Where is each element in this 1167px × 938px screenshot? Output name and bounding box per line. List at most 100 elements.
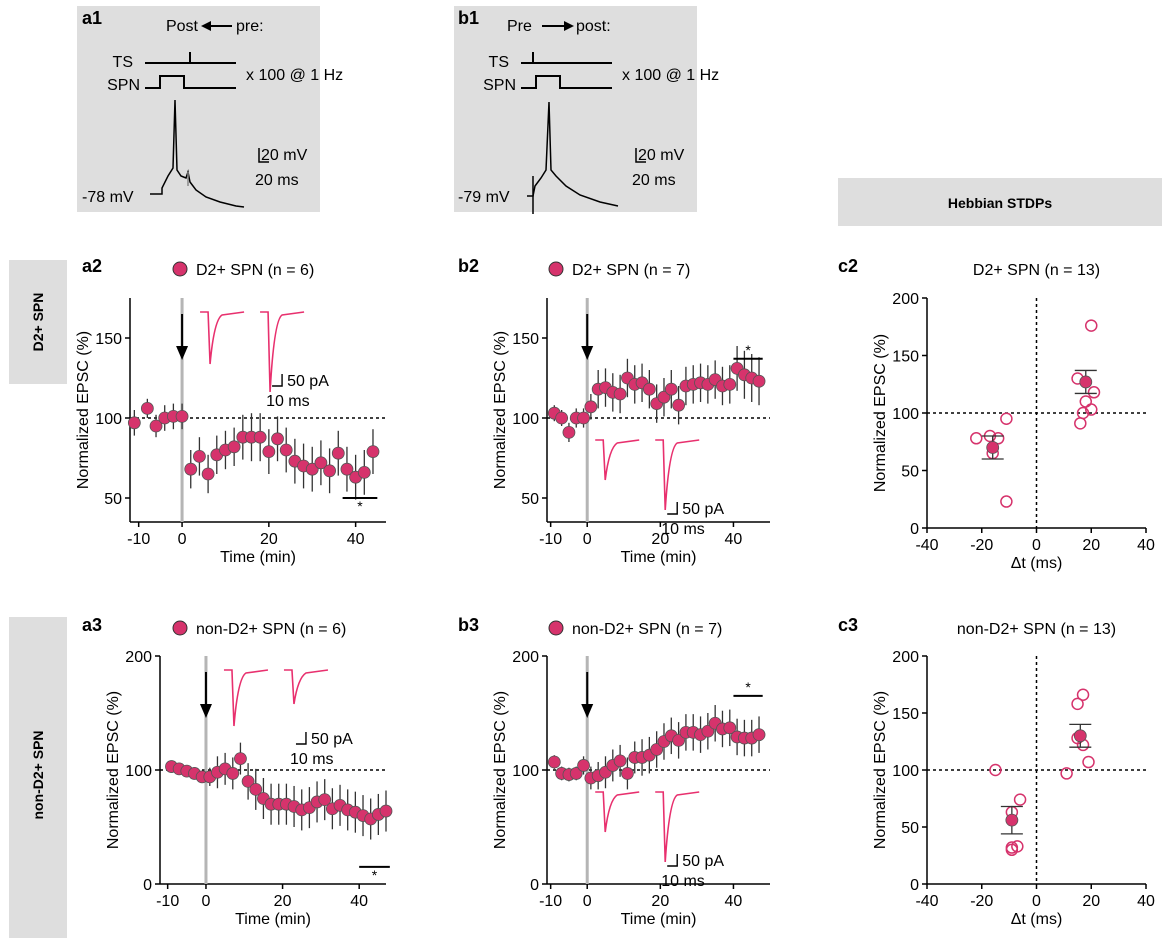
data-point [127, 416, 141, 430]
data-point [201, 467, 215, 481]
data-point [184, 462, 198, 476]
chart-title: D2+ SPN (n = 13) [973, 262, 1100, 279]
voltage-trace [527, 101, 619, 207]
x-tick-label: -40 [915, 537, 938, 554]
y-tick-label: 100 [512, 411, 539, 428]
protocol-a1: a1 Post pre: TS SPN x 100 @ 1 Hz 20 mV 2… [82, 8, 343, 208]
x-tick-label: 0 [202, 893, 211, 910]
protocol-a1-ts: TS [113, 54, 133, 71]
row-label-d2: D2+ SPN [30, 293, 46, 352]
protocol-box-b1 [454, 6, 697, 212]
x-tick-label: -10 [539, 531, 562, 548]
x-tick-label: 40 [350, 893, 368, 910]
protocol-a1-spn: SPN [107, 77, 140, 94]
data-point [226, 767, 240, 780]
arrowhead-down-icon [581, 346, 594, 360]
scale-bar [667, 854, 678, 867]
scale-bar [272, 374, 283, 387]
scale-label-current: 50 pA [682, 501, 724, 518]
y-tick-label: 100 [125, 763, 152, 780]
x-tick-label: 0 [1032, 893, 1041, 910]
data-point [253, 430, 267, 444]
data-point [234, 752, 247, 765]
row-label-non-d2: non-D2+ SPN [30, 730, 46, 819]
mean-point [1005, 813, 1019, 827]
data-point [577, 411, 590, 425]
epsc-trace [655, 791, 700, 863]
y-tick-label: 200 [125, 649, 152, 666]
protocol-b1-scale-t: 20 ms [632, 172, 676, 189]
data-point [1013, 793, 1027, 806]
y-tick-label: 0 [530, 877, 539, 894]
panel-label-a1: a1 [82, 8, 102, 28]
data-point [672, 733, 686, 747]
data-point [584, 400, 598, 414]
hebbian-header: Hebbian STDPs [948, 195, 1052, 211]
x-axis-label: Δt (ms) [1011, 555, 1063, 572]
scale-label-current: 50 pA [311, 731, 353, 748]
data-point [1079, 395, 1093, 408]
epsc-trace [200, 311, 245, 365]
arrowhead-down-icon [176, 346, 189, 360]
y-axis-label: Normalized EPSC (%) [872, 334, 889, 492]
protocol-a1-rest: -78 mV [82, 189, 134, 206]
y-axis-label: Normalized EPSC (%) [75, 331, 92, 489]
scale-label-time: 10 ms [290, 751, 334, 768]
epsc-trace [223, 669, 269, 727]
data-point [140, 401, 154, 415]
data-point [1087, 386, 1101, 399]
y-tick-label: 200 [892, 291, 919, 308]
data-point [650, 743, 664, 756]
protocol-b1-spn: SPN [483, 77, 516, 94]
y-tick-label: 50 [901, 464, 919, 481]
data-point [331, 446, 345, 460]
x-tick-label: 20 [1082, 537, 1100, 554]
y-tick-label: 100 [95, 411, 122, 428]
x-tick-label: 40 [1137, 537, 1155, 554]
data-point [547, 755, 561, 769]
x-tick-label: 0 [583, 531, 592, 548]
arrowhead-down-icon [199, 704, 212, 718]
data-point [989, 763, 1002, 777]
significance-star: * [745, 679, 751, 695]
epsc-trace [595, 791, 640, 833]
data-point [1011, 840, 1024, 853]
x-tick-label: 40 [725, 531, 743, 548]
data-point [193, 449, 206, 463]
voltage-trace [150, 99, 245, 208]
x-tick-label: 40 [347, 531, 365, 548]
significance-star: * [357, 498, 363, 514]
data-point [970, 432, 983, 445]
y-tick-label: 150 [892, 349, 919, 366]
data-point [1076, 688, 1090, 702]
protocol-box-a1 [77, 6, 320, 212]
data-point [1074, 417, 1087, 430]
x-tick-label: 0 [583, 893, 592, 910]
y-tick-label: 100 [892, 763, 919, 780]
data-point [149, 419, 163, 433]
x-tick-label: 20 [274, 893, 292, 910]
x-axis-label: Time (min) [220, 549, 296, 566]
chart-title: non-D2+ SPN (n = 7) [572, 621, 722, 638]
data-point [262, 445, 276, 459]
epsc-trace [595, 439, 640, 481]
data-point [175, 409, 189, 423]
row-box-d2 [9, 260, 67, 384]
scale-label-time: 10 ms [661, 521, 705, 538]
protocol-b1-title2: post: [576, 18, 611, 35]
spn-trace [521, 75, 612, 89]
y-axis-label: Normalized EPSC (%) [492, 691, 509, 849]
data-point [1071, 697, 1084, 711]
data-point [1000, 412, 1013, 425]
protocol-a1-title2: pre: [236, 18, 264, 35]
y-tick-label: 200 [892, 649, 919, 666]
scale-bar-a1 [258, 148, 269, 163]
data-point [379, 804, 393, 818]
x-axis-label: Time (min) [235, 911, 311, 928]
protocol-b1-scale-v: 20 mV [638, 147, 685, 164]
data-point [613, 754, 627, 768]
scale-label-time: 10 ms [661, 873, 705, 890]
x-axis-label: Δt (ms) [1011, 911, 1063, 928]
